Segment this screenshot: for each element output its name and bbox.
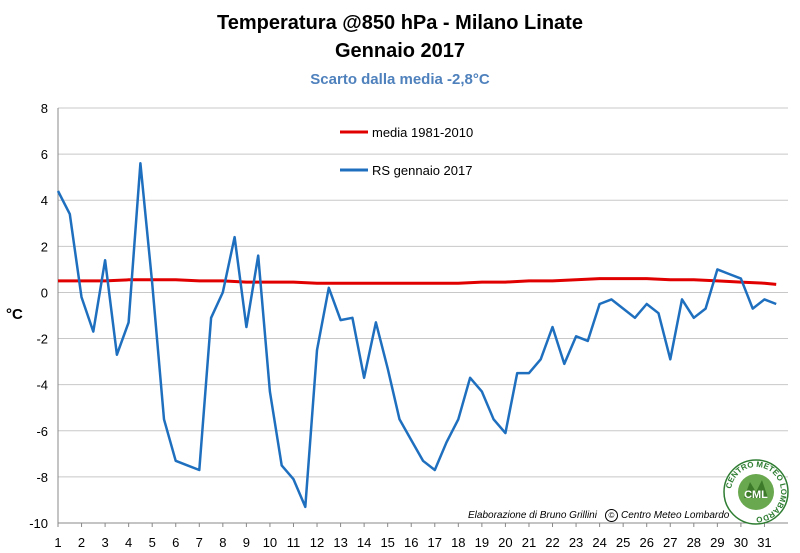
x-tick-label: 17 — [428, 535, 442, 550]
x-tick-label: 21 — [522, 535, 536, 550]
x-tick-label: 3 — [101, 535, 108, 550]
credit-org: Centro Meteo Lombardo — [620, 510, 730, 521]
chart-annotation: Scarto dalla media -2,8°C — [310, 71, 490, 88]
grid — [57, 107, 788, 527]
x-tick-label: 28 — [687, 535, 701, 550]
y-tick-label: 4 — [41, 193, 48, 208]
x-tick-label: 1 — [54, 535, 61, 550]
x-tick-label: 26 — [639, 535, 653, 550]
copyright-icon: © — [604, 509, 618, 522]
y-tick-label: -6 — [36, 424, 48, 439]
x-tick-label: 12 — [310, 535, 324, 550]
x-tick-label: 24 — [592, 535, 606, 550]
cml-logo: CML CENTRO METEO LOMBARDO — [723, 459, 789, 525]
x-tick-label: 6 — [172, 535, 179, 550]
y-tick-label: 6 — [41, 147, 48, 162]
legend: media 1981-2010 RS gennaio 2017 — [340, 125, 473, 178]
y-axis-label: °C — [6, 306, 23, 323]
x-tick-label: 15 — [380, 535, 394, 550]
x-tick-label: 16 — [404, 535, 418, 550]
series-lines — [56, 162, 777, 509]
y-tick-label: 2 — [41, 239, 48, 254]
series-line-2 — [56, 162, 777, 509]
x-tick-label: 31 — [757, 535, 771, 550]
logo-center-text: CML — [744, 489, 768, 501]
x-tick-label: 29 — [710, 535, 724, 550]
x-tick-label: 9 — [243, 535, 250, 550]
x-tick-label: 19 — [475, 535, 489, 550]
x-tick-label: 23 — [569, 535, 583, 550]
credit-line: Elaborazione di Bruno Grillini © Centro Me… — [468, 509, 729, 522]
y-tick-label: 0 — [41, 285, 48, 300]
x-tick-label: 25 — [616, 535, 630, 550]
y-tick-label: -2 — [36, 332, 48, 347]
x-tick-label: 27 — [663, 535, 677, 550]
x-tick-label: 8 — [219, 535, 226, 550]
x-tick-label: 5 — [149, 535, 156, 550]
legend-label-1: media 1981-2010 — [372, 125, 473, 140]
credit-author: Elaborazione di Bruno Grillini — [468, 510, 597, 521]
x-tick-label: 2 — [78, 535, 85, 550]
x-tick-label: 18 — [451, 535, 465, 550]
x-tick-label: 20 — [498, 535, 512, 550]
x-tick-label: 7 — [196, 535, 203, 550]
y-tick-label: -8 — [36, 470, 48, 485]
x-tick-label: 22 — [545, 535, 559, 550]
chart-title: Temperatura @850 hPa - Milano Linate — [217, 12, 583, 34]
x-tick-label: 4 — [125, 535, 132, 550]
legend-label-2: RS gennaio 2017 — [372, 163, 472, 178]
chart-subtitle: Gennaio 2017 — [334, 40, 466, 62]
x-tick-label: 30 — [734, 535, 748, 550]
x-tick-label: 11 — [287, 535, 301, 550]
x-tick-label: 14 — [357, 535, 371, 550]
y-tick-label: -10 — [29, 516, 48, 531]
x-tick-label: 13 — [333, 535, 347, 550]
series-line-1 — [58, 277, 777, 286]
y-tick-label: -4 — [36, 378, 48, 393]
x-tick-label: 10 — [263, 535, 277, 550]
y-tick-label: 8 — [41, 101, 48, 116]
